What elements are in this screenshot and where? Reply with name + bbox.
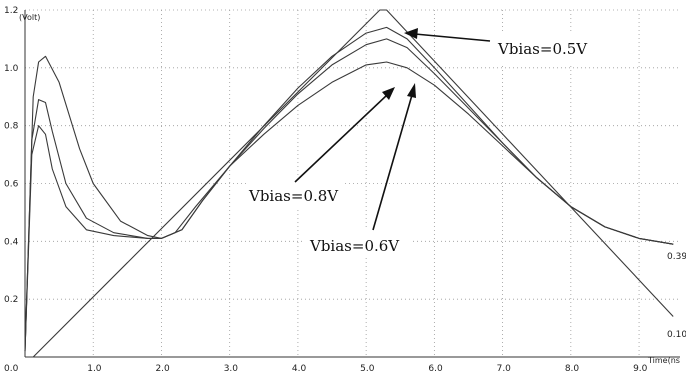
x-tick-label: 3.0 [224,364,239,374]
x-tick-label: 1.0 [87,364,102,374]
x-tick-label: 7.0 [497,364,512,374]
y-tick-label: 0.4 [4,237,19,247]
x-tick-label: 4.0 [292,364,307,374]
arrow-vbias-0-5 [414,33,491,42]
end-label-0-10: 0.10 [667,330,686,340]
arrowhead-vbias-0-5 [404,28,418,39]
arrow-vbias-0-8 [294,94,388,183]
arrow-vbias-0-6 [372,94,413,231]
annotation-vbias-0-5: Vbias=0.5V [497,40,588,58]
x-axis-label: Time(ns [647,356,680,365]
end-label-0-39: 0.39 [667,252,686,262]
arrowhead-vbias-0-6 [407,83,416,98]
y-tick-label: 1.0 [4,64,19,74]
annotation-vbias-0-8: Vbias=0.8V [248,187,339,205]
x-tick-label: 6.0 [428,364,443,374]
x-tick-label: 5.0 [360,364,375,374]
x-tick-label: 2.0 [155,364,170,374]
series-group [24,9,674,358]
annotation-vbias-0-6: Vbias=0.6V [309,237,400,255]
series-line-1 [24,55,674,352]
arrowhead-vbias-0-8 [382,87,395,100]
y-tick-label: 0.6 [4,180,19,190]
axes [24,10,680,358]
x-tick-label: 0.0 [4,364,19,374]
x-tick-label: 9.0 [633,364,648,374]
series-line-2 [24,38,674,352]
series-line-4 [25,9,674,358]
x-tick-label: 8.0 [565,364,580,374]
y-axis-label: (Volt) [19,13,40,22]
y-tick-label: 0.8 [4,122,19,132]
series-line-3 [24,26,674,352]
annotations: Vbias=0.5V Vbias=0.8V Vbias=0.6V [246,28,596,258]
tick-labels: 0.0 1.0 2.0 3.0 4.0 5.0 6.0 7.0 8.0 9.0 0.2 0.4 0.6 0… [4,6,648,374]
y-tick-label: 0.2 [4,295,18,305]
y-tick-label: 1.2 [4,6,18,16]
